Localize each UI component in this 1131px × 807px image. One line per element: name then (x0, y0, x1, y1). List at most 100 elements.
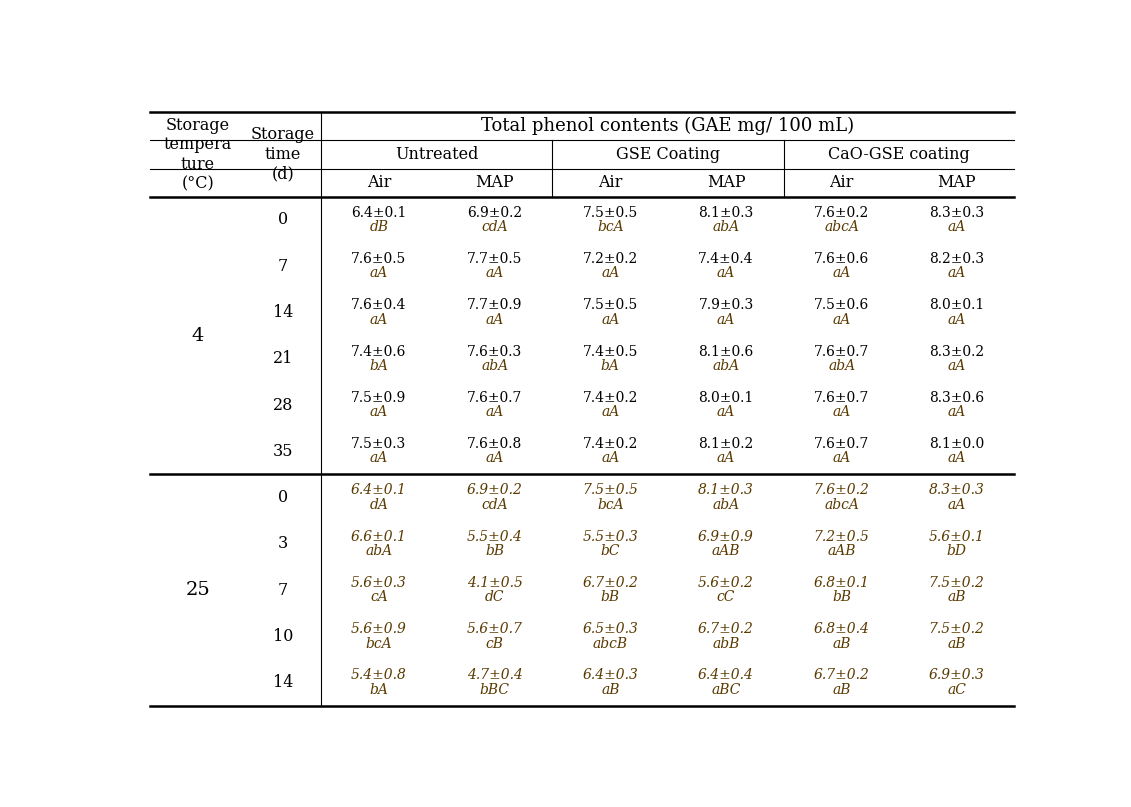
Text: 6.4±0.1: 6.4±0.1 (352, 206, 407, 220)
Text: abcA: abcA (824, 220, 860, 234)
Text: 7.6±0.2: 7.6±0.2 (814, 483, 870, 497)
Text: bcA: bcA (597, 498, 623, 512)
Text: abcA: abcA (824, 498, 860, 512)
Text: bB: bB (832, 590, 852, 604)
Text: dA: dA (370, 498, 388, 512)
Text: cA: cA (370, 590, 388, 604)
Text: cC: cC (717, 590, 735, 604)
Text: 5.6±0.1: 5.6±0.1 (929, 529, 984, 544)
Text: 7.5±0.2: 7.5±0.2 (929, 622, 984, 636)
Text: aA: aA (485, 405, 503, 419)
Text: 8.1±0.0: 8.1±0.0 (929, 437, 984, 451)
Text: aA: aA (832, 451, 851, 466)
Text: 8.0±0.1: 8.0±0.1 (929, 299, 984, 312)
Text: MAP: MAP (475, 174, 513, 191)
Text: aA: aA (832, 405, 851, 419)
Text: 6.8±0.4: 6.8±0.4 (814, 622, 870, 636)
Text: 7.2±0.2: 7.2±0.2 (582, 252, 638, 266)
Text: 7.6±0.6: 7.6±0.6 (814, 252, 870, 266)
Text: aA: aA (370, 451, 388, 466)
Text: cB: cB (485, 637, 503, 650)
Text: 7.5±0.5: 7.5±0.5 (582, 206, 638, 220)
Text: cdA: cdA (482, 220, 508, 234)
Text: abA: abA (828, 359, 855, 373)
Text: 8.3±0.3: 8.3±0.3 (929, 483, 984, 497)
Text: aA: aA (370, 312, 388, 327)
Text: aB: aB (832, 637, 851, 650)
Text: abA: abA (365, 544, 392, 558)
Text: 7.6±0.4: 7.6±0.4 (352, 299, 407, 312)
Text: aA: aA (948, 498, 966, 512)
Text: 21: 21 (273, 350, 293, 367)
Text: 5.4±0.8: 5.4±0.8 (351, 668, 407, 683)
Text: bB: bB (485, 544, 504, 558)
Text: bC: bC (601, 544, 620, 558)
Text: MAP: MAP (938, 174, 976, 191)
Text: 10: 10 (273, 628, 293, 645)
Text: dB: dB (370, 220, 388, 234)
Text: aA: aA (948, 266, 966, 280)
Text: 8.1±0.3: 8.1±0.3 (698, 206, 753, 220)
Text: 7.6±0.7: 7.6±0.7 (467, 391, 523, 405)
Text: bcA: bcA (597, 220, 623, 234)
Text: abA: abA (481, 359, 508, 373)
Text: 5.6±0.3: 5.6±0.3 (351, 576, 407, 590)
Text: 4: 4 (191, 327, 204, 345)
Text: aA: aA (717, 451, 735, 466)
Text: 7.6±0.2: 7.6±0.2 (814, 206, 870, 220)
Text: abB: abB (713, 637, 740, 650)
Text: aA: aA (948, 451, 966, 466)
Text: aA: aA (602, 405, 620, 419)
Text: aB: aB (832, 683, 851, 696)
Text: 7: 7 (278, 257, 288, 274)
Text: Untreated: Untreated (395, 146, 478, 163)
Text: 6.9±0.3: 6.9±0.3 (929, 668, 984, 683)
Text: 8.0±0.1: 8.0±0.1 (698, 391, 753, 405)
Text: 8.3±0.2: 8.3±0.2 (929, 345, 984, 358)
Text: 8.3±0.6: 8.3±0.6 (929, 391, 984, 405)
Text: Air: Air (366, 174, 391, 191)
Text: 7.7±0.9: 7.7±0.9 (467, 299, 523, 312)
Text: 7.6±0.7: 7.6±0.7 (814, 345, 870, 358)
Text: 7.4±0.2: 7.4±0.2 (582, 437, 638, 451)
Text: aA: aA (717, 266, 735, 280)
Text: 7.4±0.4: 7.4±0.4 (698, 252, 753, 266)
Text: 6.7±0.2: 6.7±0.2 (814, 668, 870, 683)
Text: 7.6±0.8: 7.6±0.8 (467, 437, 523, 451)
Text: 5.6±0.9: 5.6±0.9 (351, 622, 407, 636)
Text: 6.9±0.2: 6.9±0.2 (467, 206, 523, 220)
Text: MAP: MAP (707, 174, 745, 191)
Text: bA: bA (370, 683, 388, 696)
Text: aB: aB (948, 637, 966, 650)
Text: aA: aA (370, 405, 388, 419)
Text: 8.2±0.3: 8.2±0.3 (929, 252, 984, 266)
Text: 8.3±0.3: 8.3±0.3 (929, 206, 984, 220)
Text: 6.8±0.1: 6.8±0.1 (814, 576, 870, 590)
Text: aA: aA (948, 220, 966, 234)
Text: 7.4±0.2: 7.4±0.2 (582, 391, 638, 405)
Text: 28: 28 (273, 396, 293, 413)
Text: 14: 14 (273, 304, 293, 321)
Text: 25: 25 (185, 581, 210, 599)
Text: 6.7±0.2: 6.7±0.2 (582, 576, 638, 590)
Text: aA: aA (948, 312, 966, 327)
Text: aA: aA (717, 312, 735, 327)
Text: CaO-GSE coating: CaO-GSE coating (828, 146, 969, 163)
Text: 7.6±0.5: 7.6±0.5 (352, 252, 406, 266)
Text: bA: bA (601, 359, 620, 373)
Text: Storage
time
(d): Storage time (d) (251, 127, 316, 182)
Text: bcA: bcA (365, 637, 392, 650)
Text: 5.6±0.2: 5.6±0.2 (698, 576, 754, 590)
Text: bD: bD (947, 544, 967, 558)
Text: 7.5±0.5: 7.5±0.5 (582, 299, 638, 312)
Text: aB: aB (948, 590, 966, 604)
Text: aAB: aAB (828, 544, 856, 558)
Text: 7.6±0.7: 7.6±0.7 (814, 437, 870, 451)
Text: 7.5±0.3: 7.5±0.3 (352, 437, 406, 451)
Text: 6.7±0.2: 6.7±0.2 (698, 622, 754, 636)
Text: Air: Air (829, 174, 854, 191)
Text: Air: Air (598, 174, 622, 191)
Text: 5.5±0.3: 5.5±0.3 (582, 529, 638, 544)
Text: 4.7±0.4: 4.7±0.4 (467, 668, 523, 683)
Text: 7.5±0.6: 7.5±0.6 (814, 299, 870, 312)
